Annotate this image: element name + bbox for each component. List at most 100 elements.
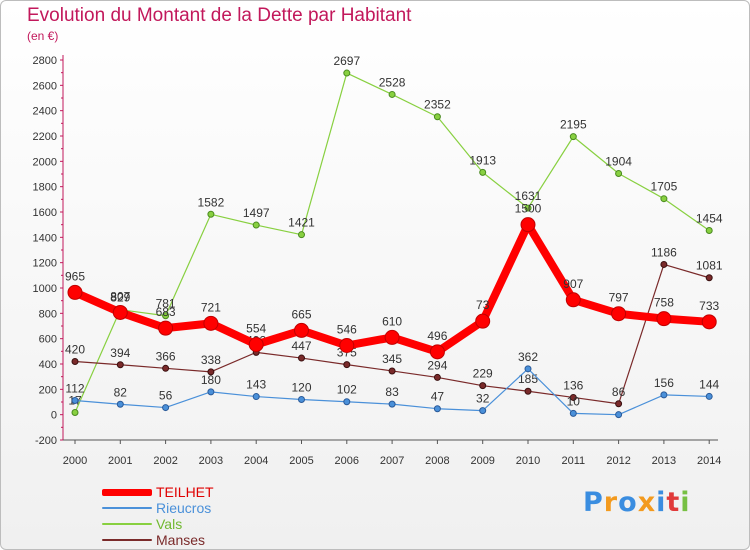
chart-subtitle: (en €) — [27, 29, 59, 43]
data-point-vals — [569, 133, 577, 141]
data-point-rieucros — [569, 409, 577, 417]
proxiti-logo[interactable]: Proxiti — [583, 487, 691, 518]
data-point-manses — [343, 361, 351, 369]
legend-label-teilhet: TEILHET — [156, 484, 214, 500]
data-label-teilhet: 807 — [110, 289, 130, 303]
y-tick-label: 1600 — [33, 207, 57, 219]
x-tick-label: 2013 — [652, 455, 676, 467]
y-tick-label: 200 — [39, 384, 57, 396]
data-label-teilhet: 554 — [246, 321, 266, 335]
data-point-rieucros — [433, 405, 441, 413]
data-point-teilhet — [429, 344, 445, 360]
logo-letter: i — [680, 487, 691, 518]
data-point-vals — [660, 195, 668, 203]
data-point-rieucros — [71, 396, 79, 404]
data-label-teilhet: 733 — [699, 299, 719, 313]
legend-swatch-vals — [102, 523, 152, 525]
data-label-manses: 229 — [473, 367, 493, 381]
x-tick-label: 2011 — [561, 455, 585, 467]
data-point-manses — [479, 382, 487, 390]
data-point-teilhet — [203, 315, 219, 331]
logo-letter: P — [583, 487, 604, 518]
data-label-vals: 2528 — [379, 75, 406, 89]
logo-letter: x — [637, 487, 657, 518]
logo-letter: t — [666, 487, 681, 518]
x-tick-label: 2000 — [63, 455, 87, 467]
data-point-teilhet — [158, 320, 174, 336]
data-label-rieucros: 102 — [337, 383, 357, 397]
data-point-manses — [433, 373, 441, 381]
legend-label-rieucros: Rieucros — [156, 500, 212, 516]
data-label-vals: 1705 — [651, 180, 678, 194]
x-tick-label: 2003 — [199, 455, 223, 467]
y-tick-label: 2800 — [33, 55, 57, 67]
data-point-vals — [479, 168, 487, 176]
legend-swatch-manses — [102, 539, 152, 541]
data-point-vals — [433, 113, 441, 121]
data-label-teilhet: 1500 — [515, 202, 542, 216]
x-tick-label: 2002 — [153, 455, 177, 467]
data-point-rieucros — [298, 395, 305, 403]
data-point-manses — [388, 367, 396, 375]
data-label-rieucros: 180 — [201, 373, 221, 387]
data-point-teilhet — [384, 329, 400, 345]
data-point-rieucros — [116, 400, 124, 408]
y-tick-label: 2000 — [33, 156, 57, 168]
data-label-vals: 829 — [110, 291, 130, 305]
y-tick-label: 2600 — [33, 80, 57, 92]
legend-label-vals: Vals — [156, 516, 183, 532]
data-point-manses — [116, 361, 124, 369]
data-label-rieucros: 143 — [246, 378, 266, 392]
data-point-teilhet — [475, 313, 491, 329]
y-tick-label: 1400 — [33, 232, 57, 244]
data-point-teilhet — [565, 292, 581, 308]
data-label-rieucros: 47 — [431, 390, 445, 404]
y-tick-label: 1800 — [33, 182, 57, 194]
data-label-manses: 1186 — [651, 245, 677, 259]
y-tick-label: 2200 — [33, 131, 57, 143]
data-point-rieucros — [524, 365, 532, 373]
x-tick-label: 2009 — [470, 455, 494, 467]
data-point-teilhet — [656, 311, 672, 327]
data-point-vals — [162, 312, 170, 320]
chart-title: Evolution du Montant de la Dette par Hab… — [27, 5, 412, 26]
y-tick-label: 400 — [39, 359, 57, 371]
data-point-vals — [343, 69, 351, 77]
data-label-teilhet: 610 — [382, 314, 402, 328]
data-point-manses — [524, 387, 532, 395]
data-label-teilhet: 546 — [337, 323, 357, 337]
data-point-vals — [71, 409, 79, 417]
data-label-rieucros: 56 — [159, 389, 173, 403]
data-label-manses: 136 — [563, 378, 583, 392]
legend-swatch-rieucros — [102, 507, 152, 509]
data-label-rieucros: 144 — [699, 377, 719, 391]
data-label-vals: 1421 — [288, 216, 315, 230]
data-label-manses: 420 — [65, 342, 85, 356]
data-label-teilhet: 683 — [156, 305, 176, 319]
x-tick-label: 2014 — [697, 455, 721, 467]
data-point-vals — [705, 226, 713, 234]
y-tick-label: 0 — [51, 410, 57, 422]
data-label-manses: 86 — [612, 385, 626, 399]
data-point-rieucros — [615, 411, 623, 419]
data-label-manses: 366 — [156, 349, 176, 363]
data-label-teilhet: 665 — [291, 307, 311, 321]
legend-swatch-teilhet — [102, 489, 152, 496]
data-label-vals: 1454 — [696, 211, 723, 225]
data-point-manses — [71, 357, 79, 365]
y-tick-label: -200 — [35, 435, 57, 447]
data-point-rieucros — [388, 400, 396, 408]
data-point-rieucros — [705, 392, 713, 400]
data-label-teilhet: 965 — [65, 269, 85, 283]
data-label-teilhet: 73 — [476, 298, 490, 312]
data-label-rieucros: 362 — [518, 350, 538, 364]
data-label-vals: 1904 — [605, 154, 632, 168]
data-label-manses: 447 — [291, 339, 311, 353]
data-label-vals: 1497 — [243, 206, 270, 220]
x-tick-label: 2012 — [606, 455, 630, 467]
data-point-manses — [569, 393, 577, 401]
data-label-vals: 781 — [156, 297, 176, 311]
data-label-vals: 2195 — [560, 118, 587, 132]
